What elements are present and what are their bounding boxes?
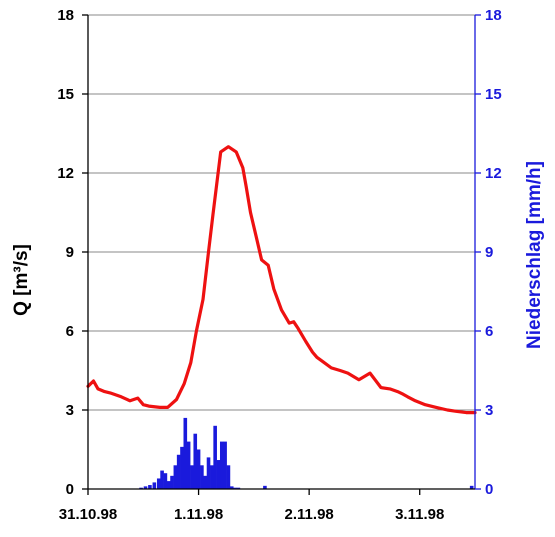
precipitation-bar <box>210 465 214 489</box>
y-axis-left-title: Q [m³/s] <box>11 244 32 316</box>
precipitation-bar <box>203 476 207 489</box>
y-left-tick-label: 15 <box>57 86 74 103</box>
y-right-tick-label: 15 <box>485 86 502 103</box>
y-left-tick-label: 18 <box>57 7 74 24</box>
precipitation-bar <box>223 442 227 489</box>
axes-layer <box>82 15 481 495</box>
grid-layer <box>88 15 475 410</box>
precipitation-bar <box>190 465 194 489</box>
discharge-line <box>88 147 475 413</box>
precipitation-bar <box>200 465 204 489</box>
precipitation-bar <box>220 442 224 489</box>
x-tick-label: 3.11.98 <box>395 506 444 523</box>
precipitation-bar <box>177 455 181 489</box>
precipitation-bar <box>174 465 178 489</box>
precipitation-bar <box>157 478 161 489</box>
precipitation-bars <box>139 418 473 489</box>
precipitation-bar <box>184 418 188 489</box>
x-tick-label: 2.11.98 <box>285 506 334 523</box>
precipitation-bar <box>213 426 217 489</box>
precipitation-bar <box>207 457 211 489</box>
y-left-tick-label: 6 <box>66 323 74 340</box>
precipitation-bar <box>227 465 231 489</box>
precipitation-bar <box>160 471 164 489</box>
x-tick-label: 1.11.98 <box>174 506 223 523</box>
y-left-tick-label: 3 <box>66 402 74 419</box>
y-right-tick-label: 9 <box>485 244 493 261</box>
tick-labels: 0 3 6 9 12 15 18 0 3 6 9 12 15 18 31.10.98 1.11.98 2.11.… <box>57 7 501 523</box>
precipitation-bar <box>180 447 184 489</box>
precipitation-bar <box>167 481 171 489</box>
y-left-tick-label: 0 <box>66 481 74 498</box>
precipitation-bar <box>197 450 201 490</box>
x-tick-label: 31.10.98 <box>59 506 117 523</box>
y-right-tick-label: 0 <box>485 481 493 498</box>
precipitation-bar <box>170 476 174 489</box>
y-axis-right-title: Niederschlag [mm/h] <box>524 161 545 349</box>
precipitation-bar <box>217 460 221 489</box>
precipitation-bar <box>153 482 157 489</box>
y-right-tick-label: 12 <box>485 165 502 182</box>
y-right-tick-label: 18 <box>485 7 502 24</box>
precipitation-bar <box>187 442 191 489</box>
precipitation-bar <box>193 434 197 489</box>
precipitation-bar <box>164 473 168 489</box>
y-right-tick-label: 6 <box>485 323 493 340</box>
y-left-tick-label: 9 <box>66 244 74 261</box>
y-left-tick-label: 12 <box>57 165 74 182</box>
y-right-tick-label: 3 <box>485 402 493 419</box>
